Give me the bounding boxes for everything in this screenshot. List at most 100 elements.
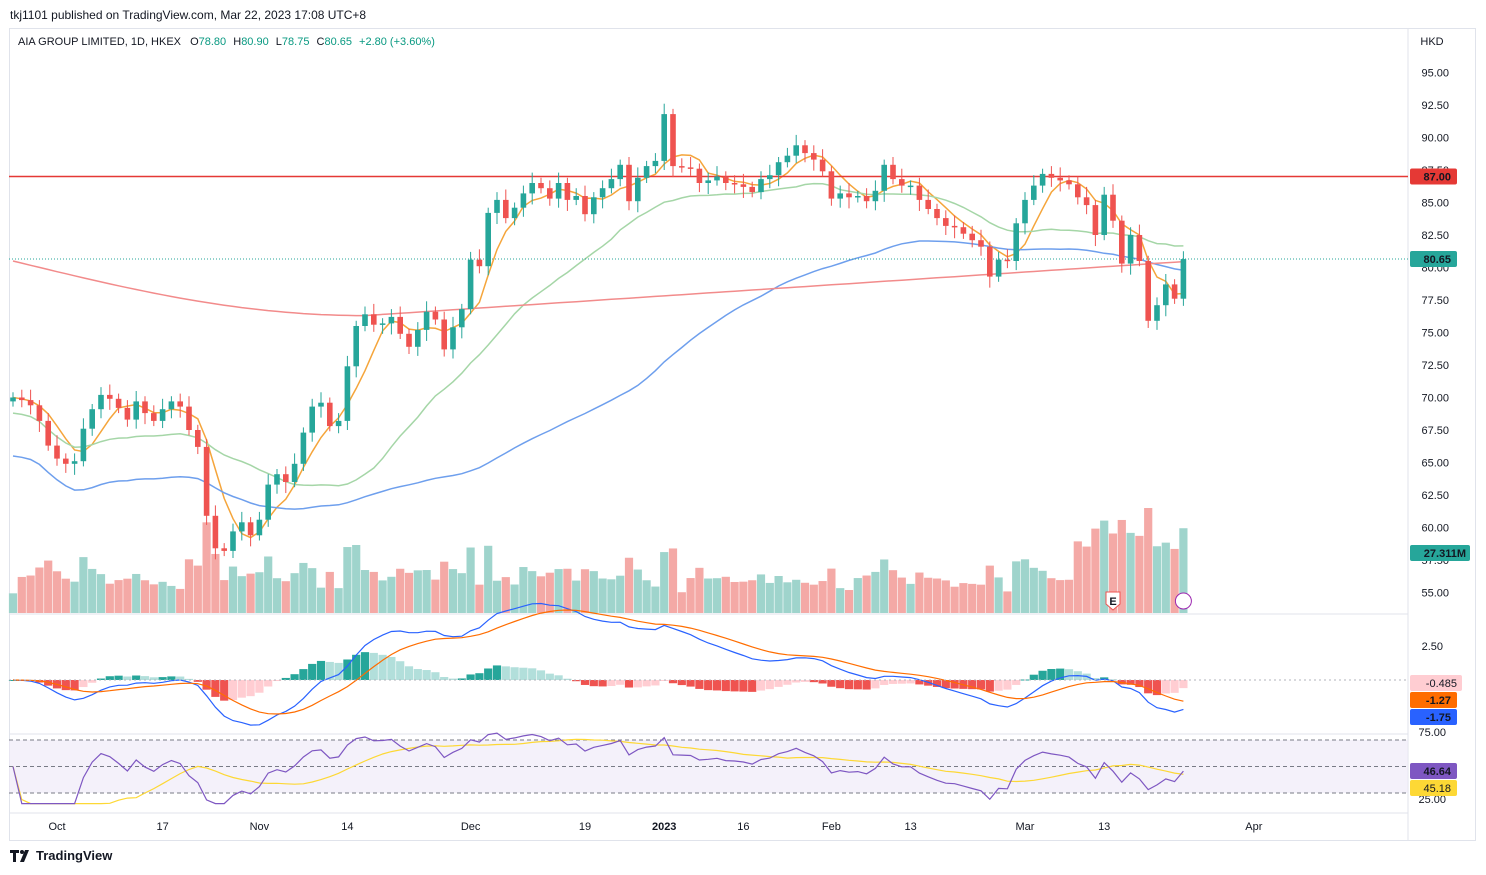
candle-body[interactable] (599, 188, 606, 198)
candle-body[interactable] (1048, 173, 1055, 178)
candle-body[interactable] (978, 240, 984, 247)
candle-body[interactable] (1013, 223, 1019, 261)
candle-body[interactable] (265, 484, 271, 520)
candle-body[interactable] (1066, 180, 1072, 185)
candle-body[interactable] (274, 474, 280, 485)
candle-body[interactable] (661, 114, 667, 161)
candle-body[interactable] (1101, 194, 1107, 235)
candle-body[interactable] (969, 233, 975, 241)
candle-body[interactable] (406, 333, 412, 347)
candle-body[interactable] (494, 199, 500, 213)
candle-body[interactable] (1180, 259, 1187, 299)
candle-body[interactable] (582, 196, 588, 215)
candle-body[interactable] (1092, 205, 1099, 235)
tradingview-logo[interactable]: TradingView (10, 848, 112, 863)
candle-body[interactable] (256, 519, 263, 536)
candle-body[interactable] (98, 394, 104, 410)
candle-body[interactable] (1083, 197, 1090, 206)
candle-body[interactable] (1154, 305, 1160, 321)
candle-body[interactable] (547, 188, 553, 199)
candle-body[interactable] (573, 196, 579, 200)
candle-body[interactable] (54, 445, 60, 459)
candle-body[interactable] (115, 398, 122, 408)
candle-body[interactable] (1119, 220, 1125, 264)
candle-body[interactable] (538, 183, 544, 189)
candle-body[interactable] (705, 180, 711, 183)
candle-body[interactable] (846, 193, 852, 198)
candle-body[interactable] (960, 227, 967, 234)
candle-body[interactable] (943, 218, 949, 226)
candle-body[interactable] (855, 196, 861, 198)
candle-body[interactable] (362, 314, 368, 326)
candle-body[interactable] (371, 314, 377, 325)
candle-body[interactable] (511, 207, 518, 219)
candle-body[interactable] (327, 402, 333, 427)
candle-body[interactable] (802, 145, 808, 154)
candle-body[interactable] (503, 199, 509, 219)
candle-body[interactable] (784, 155, 791, 163)
candle-body[interactable] (379, 323, 386, 325)
candle-body[interactable] (335, 420, 342, 427)
candle-body[interactable] (687, 167, 694, 169)
candle-body[interactable] (423, 311, 430, 330)
candle-body[interactable] (723, 176, 729, 184)
candle-body[interactable] (1039, 173, 1046, 186)
candle-body[interactable] (811, 153, 817, 160)
candle-body[interactable] (19, 397, 25, 401)
candle-body[interactable] (591, 197, 597, 215)
candle-body[interactable] (159, 409, 166, 421)
candle-body[interactable] (828, 171, 835, 199)
candle-body[interactable] (168, 401, 175, 410)
candle-body[interactable] (731, 183, 738, 185)
candle-body[interactable] (300, 432, 307, 464)
candle-body[interactable] (916, 185, 923, 200)
candle-body[interactable] (520, 193, 527, 208)
candle-body[interactable] (1171, 284, 1178, 299)
candle-body[interactable] (283, 474, 289, 482)
candle-body[interactable] (36, 405, 43, 421)
candle-body[interactable] (485, 212, 491, 267)
candle-body[interactable] (899, 179, 905, 186)
candle-body[interactable] (309, 406, 315, 433)
candle-body[interactable] (995, 259, 1002, 277)
candle-body[interactable] (212, 515, 219, 549)
candle-body[interactable] (749, 186, 755, 193)
candle-body[interactable] (432, 311, 439, 320)
candle-body[interactable] (1136, 235, 1143, 261)
candle-body[interactable] (318, 402, 324, 407)
candle-body[interactable] (397, 316, 403, 334)
candle-body[interactable] (793, 145, 799, 156)
candle-body[interactable] (133, 401, 139, 420)
candle-body[interactable] (758, 179, 764, 193)
candle-body[interactable] (80, 428, 87, 462)
candle-body[interactable] (1110, 194, 1116, 221)
candle-body[interactable] (27, 400, 34, 406)
candle-body[interactable] (239, 522, 245, 532)
candle-body[interactable] (740, 184, 747, 187)
dividend-lightning-icon[interactable] (1174, 592, 1192, 610)
candle-body[interactable] (872, 190, 879, 202)
candle-body[interactable] (714, 176, 720, 181)
candle-body[interactable] (635, 177, 641, 202)
candle-body[interactable] (652, 160, 659, 167)
candle-body[interactable] (107, 394, 113, 399)
candle-body[interactable] (863, 196, 870, 202)
candle-body[interactable] (63, 458, 69, 464)
candle-body[interactable] (45, 420, 51, 446)
candle-body[interactable] (467, 259, 474, 310)
candle-body[interactable] (1031, 185, 1037, 200)
candle-body[interactable] (890, 164, 896, 180)
candle-body[interactable] (1075, 184, 1081, 198)
candle-body[interactable] (151, 413, 157, 421)
candle-body[interactable] (71, 461, 78, 464)
candle-body[interactable] (450, 327, 456, 350)
candle-body[interactable] (186, 406, 192, 430)
candle-body[interactable] (907, 185, 914, 188)
candle-body[interactable] (925, 199, 931, 209)
candle-body[interactable] (934, 209, 940, 219)
candle-body[interactable] (643, 166, 650, 178)
candle-body[interactable] (775, 162, 782, 176)
candle-body[interactable] (564, 183, 571, 200)
candle-body[interactable] (344, 366, 351, 421)
earnings-event-marker[interactable] (1105, 591, 1121, 611)
